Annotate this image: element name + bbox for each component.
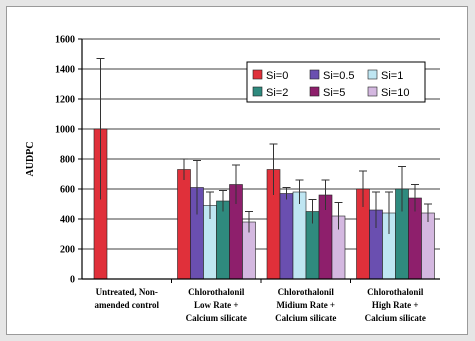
legend-swatch: [309, 86, 320, 97]
x-category-label: amended control: [94, 300, 159, 310]
legend-label: Si=2: [266, 87, 288, 99]
bar-si-1-2: [292, 191, 307, 280]
legend-swatch: [309, 69, 320, 80]
legend-swatch: [367, 69, 378, 80]
x-category-label: Chlorothalonil: [188, 287, 245, 297]
y-tick-label: 800: [60, 155, 75, 166]
y-tick-label: 1200: [55, 95, 75, 106]
legend-label: Si=0.5: [323, 70, 355, 82]
y-tick-label: 200: [60, 245, 75, 256]
legend-label: Si=5: [323, 87, 345, 99]
x-category-label: Midium Rate +: [276, 300, 335, 310]
legend: Si=0 Si=0.5 Si=1 Si=2 Si=5 Si=10: [246, 61, 426, 103]
x-category-label: High Rate +: [372, 300, 419, 310]
y-tick-label: 1400: [55, 65, 75, 76]
axes: 0 200 400 600 800 1000 1200 1400 1600 AUDPC Untrea…: [25, 35, 440, 323]
y-tick-label: 400: [60, 215, 75, 226]
x-category-label: Chlorothalonil: [367, 287, 424, 297]
legend-swatch: [367, 86, 378, 97]
chart-frame: [6, 6, 468, 335]
bar-si-10-3: [421, 212, 435, 280]
legend-swatch: [252, 86, 263, 97]
y-tick-label: 1000: [55, 125, 75, 136]
y-tick-label: 0: [70, 275, 75, 286]
x-category-label: Calcium silicate: [186, 313, 247, 323]
y-tick-label: 600: [60, 185, 75, 196]
bar-si-0-5-2: [279, 193, 294, 280]
x-category-label: Calcium silicate: [275, 313, 336, 323]
legend-box: [246, 61, 426, 103]
x-category-label: Chlorothalonil: [278, 287, 335, 297]
y-axis-title: AUDPC: [25, 142, 36, 177]
legend-swatch: [252, 69, 263, 80]
legend-label: Si=1: [381, 70, 403, 82]
bars: [93, 58, 435, 280]
legend-label: Si=10: [381, 87, 409, 99]
x-category-label: Calcium silicate: [365, 313, 426, 323]
x-category-label: Untreated, Non-: [96, 287, 158, 297]
y-tick-label: 1600: [55, 35, 75, 46]
bar-si-0-1: [177, 169, 191, 280]
x-category-label: Low Rate +: [194, 300, 239, 310]
bar-si-2-1: [216, 200, 230, 280]
legend-label: Si=0: [266, 70, 288, 82]
